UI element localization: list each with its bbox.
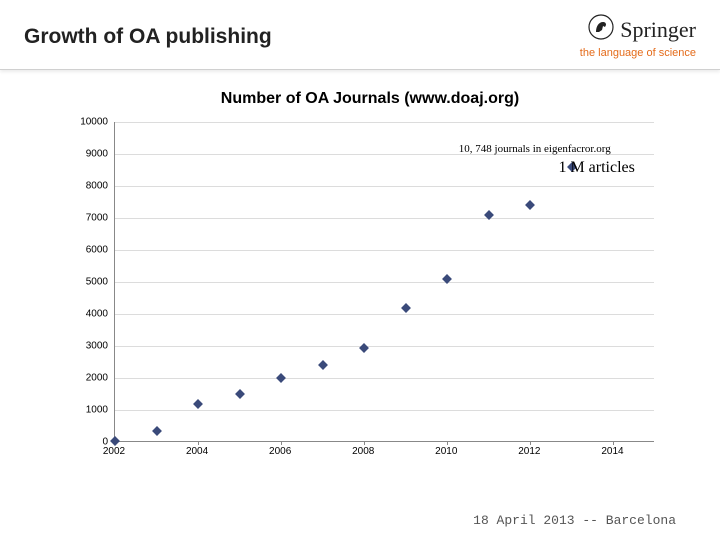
slide-title: Growth of OA publishing bbox=[24, 25, 272, 49]
gridline bbox=[115, 346, 654, 347]
xtick-label: 2004 bbox=[186, 446, 208, 457]
ytick-label: 3000 bbox=[68, 341, 108, 352]
ytick-label: 1000 bbox=[68, 405, 108, 416]
chart-container: Number of OA Journals (www.doaj.org) 010… bbox=[70, 90, 670, 490]
xtick-label: 2002 bbox=[103, 446, 125, 457]
brand-block: Springer the language of science bbox=[580, 14, 696, 59]
xtick bbox=[364, 441, 365, 445]
xtick bbox=[447, 441, 448, 445]
data-point bbox=[525, 200, 535, 210]
ytick-label: 2000 bbox=[68, 373, 108, 384]
data-point bbox=[318, 360, 328, 370]
gridline bbox=[115, 314, 654, 315]
xtick bbox=[613, 441, 614, 445]
data-point bbox=[235, 389, 245, 399]
gridline bbox=[115, 378, 654, 379]
xtick-label: 2012 bbox=[518, 446, 540, 457]
gridline bbox=[115, 218, 654, 219]
xtick-label: 2010 bbox=[435, 446, 457, 457]
data-point bbox=[193, 399, 203, 409]
gridline bbox=[115, 186, 654, 187]
ytick-label: 5000 bbox=[68, 277, 108, 288]
brand-tagline: the language of science bbox=[580, 47, 696, 59]
chart-title: Number of OA Journals (www.doaj.org) bbox=[70, 90, 670, 108]
xtick-label: 2008 bbox=[352, 446, 374, 457]
xtick bbox=[198, 441, 199, 445]
ytick-label: 8000 bbox=[68, 181, 108, 192]
gridline bbox=[115, 282, 654, 283]
data-point bbox=[401, 303, 411, 313]
data-point bbox=[359, 343, 369, 353]
data-point bbox=[152, 426, 162, 436]
xtick-label: 2006 bbox=[269, 446, 291, 457]
brand-name: Springer bbox=[620, 17, 696, 43]
ytick-label: 10000 bbox=[68, 117, 108, 128]
xtick-label: 2014 bbox=[601, 446, 623, 457]
ytick-label: 4000 bbox=[68, 309, 108, 320]
annotation-eigenfactor: 10, 748 journals in eigenfacror.org bbox=[459, 143, 611, 155]
ytick-label: 9000 bbox=[68, 149, 108, 160]
annotation-articles: 1 M articles bbox=[558, 159, 634, 177]
ytick-label: 6000 bbox=[68, 245, 108, 256]
header-bar: Growth of OA publishing Springer the lan… bbox=[0, 0, 720, 70]
gridline bbox=[115, 250, 654, 251]
footer-text: 18 April 2013 -- Barcelona bbox=[473, 513, 676, 528]
springer-horse-icon bbox=[588, 14, 614, 45]
ytick-label: 7000 bbox=[68, 213, 108, 224]
data-point bbox=[110, 436, 120, 446]
scatter-plot: 0100020003000400050006000700080009000100… bbox=[70, 116, 670, 476]
gridline bbox=[115, 410, 654, 411]
brand-main: Springer bbox=[588, 14, 696, 45]
xtick bbox=[530, 441, 531, 445]
xtick bbox=[281, 441, 282, 445]
gridline bbox=[115, 122, 654, 123]
data-point bbox=[276, 373, 286, 383]
